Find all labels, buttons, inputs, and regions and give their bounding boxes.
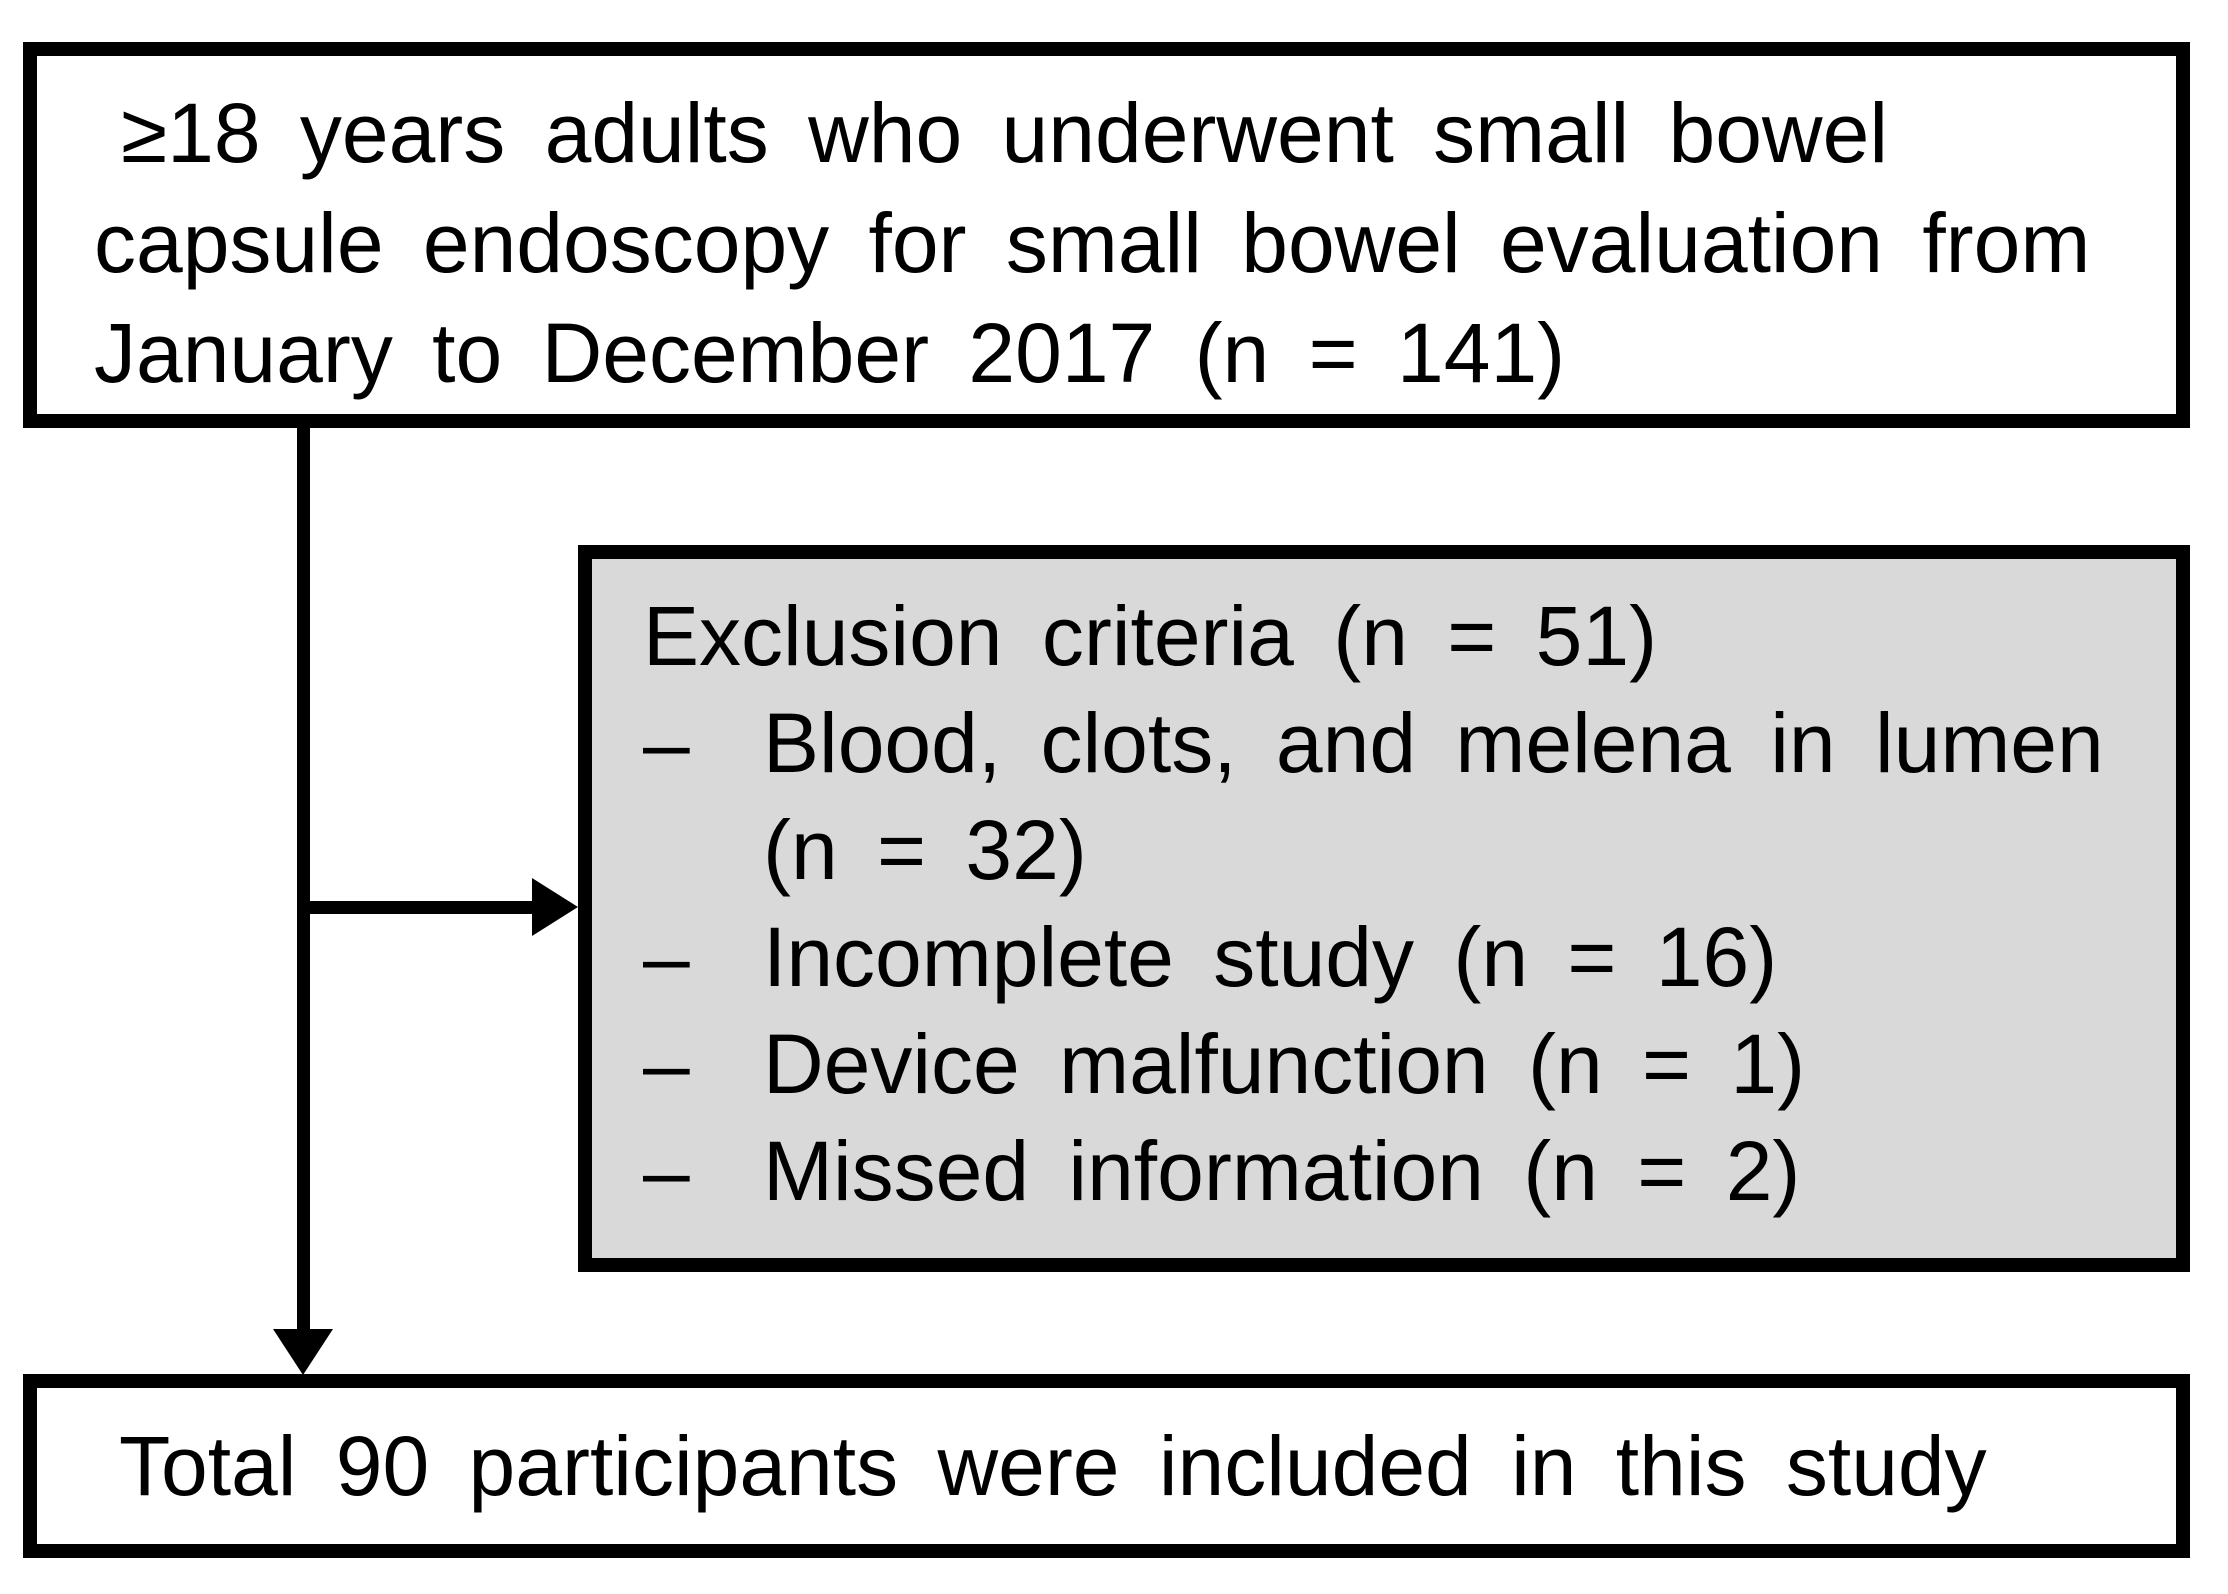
exclusion-heading: Exclusion criteria (n = 51) (643, 589, 1658, 683)
eligibility-text-line-2: capsule endoscopy for small bowel evalua… (94, 196, 2091, 290)
exclusion-item-missed: – Missed information (n = 2) (643, 1118, 2162, 1225)
exclusion-item-text: Device malfunction (n = 1) (763, 1017, 1806, 1111)
bullet-dash-icon: – (643, 1124, 690, 1218)
exclusion-item-text: Blood, clots, and melena in lumen (763, 696, 2104, 790)
eligibility-text-line-3: January to December 2017 (n = 141) (94, 306, 1566, 400)
bullet-dash-icon: – (643, 910, 690, 1004)
bullet-dash-icon: – (643, 1017, 690, 1111)
included-participants-box: Total 90 participants were included in t… (23, 1374, 2190, 1558)
exclusion-item-device: – Device malfunction (n = 1) (643, 1011, 2162, 1118)
exclusion-item-text: Missed information (n = 2) (763, 1124, 1801, 1218)
eligibility-box: ≥18 years adults who underwent small bow… (23, 42, 2190, 428)
exclusion-item-text: Incomplete study (n = 16) (763, 910, 1778, 1004)
down-arrow-icon (273, 1329, 333, 1375)
flow-line-vertical (297, 420, 310, 1332)
flow-line-horizontal (297, 901, 533, 914)
bullet-dash-icon: – (643, 696, 690, 790)
right-arrow-icon (532, 878, 578, 936)
exclusion-item-blood: – Blood, clots, and melena in lumen (643, 690, 2162, 797)
exclusion-criteria-box: Exclusion criteria (n = 51) – Blood, clo… (578, 545, 2190, 1272)
exclusion-item-incomplete: – Incomplete study (n = 16) (643, 904, 2162, 1011)
eligibility-text-line-1: ≥18 years adults who underwent small bow… (121, 86, 1888, 180)
exclusion-item-text-continuation: (n = 32) (763, 803, 1087, 897)
included-participants-text: Total 90 participants were included in t… (119, 1418, 1987, 1513)
